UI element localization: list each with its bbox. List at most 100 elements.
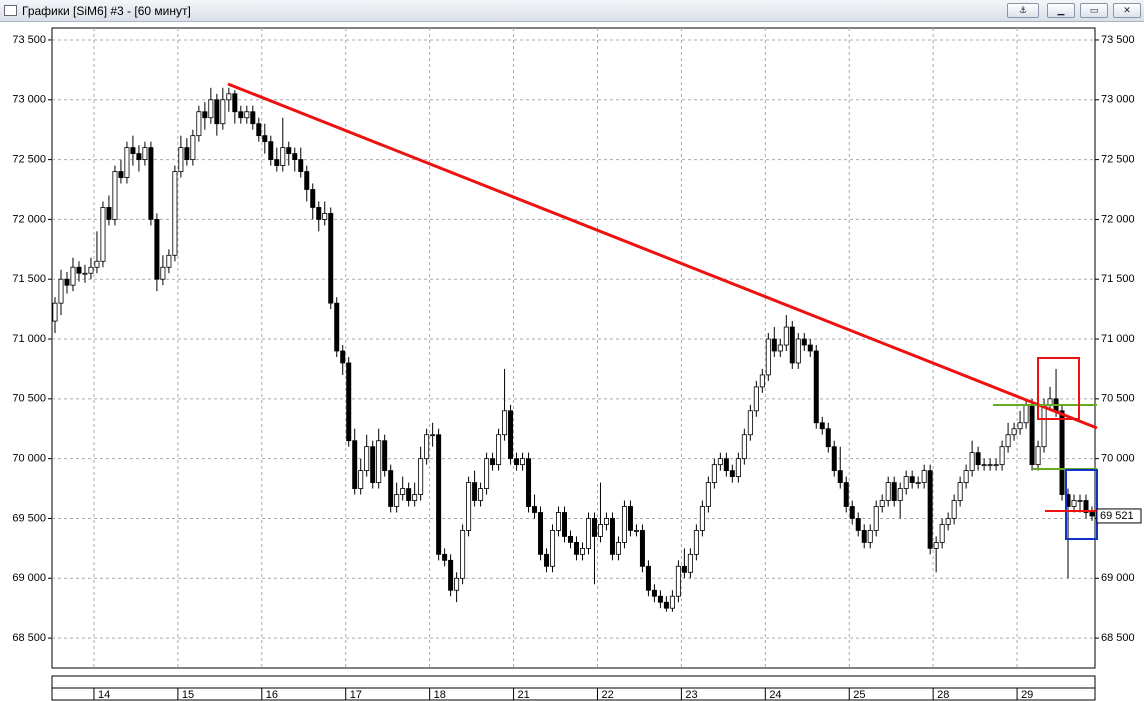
candle-body <box>717 458 723 466</box>
candle-body <box>166 254 172 268</box>
candle-body <box>400 488 406 495</box>
candle-body <box>801 338 807 346</box>
x-tick-label: 18 <box>434 689 446 701</box>
candle-body <box>1071 500 1077 507</box>
candle-body <box>148 147 154 220</box>
candle-body <box>538 512 544 555</box>
candle-body <box>939 524 945 543</box>
last-price-label: 69 521 <box>1100 510 1134 522</box>
plot-frame <box>51 27 1096 669</box>
candle-body <box>807 344 813 352</box>
title-bar: Графики [SiM6] #3 - [60 минут] ⚓ ▁ ▭ ✕ <box>0 0 1144 22</box>
x-tick-label: 21 <box>518 689 530 701</box>
candle-body <box>178 147 184 172</box>
candle-body <box>280 147 286 166</box>
window-icon <box>4 5 17 16</box>
candle-body <box>100 207 106 262</box>
candle-body <box>526 458 532 507</box>
candle-body <box>1041 404 1047 448</box>
candle-body <box>597 524 603 537</box>
candle-body <box>711 464 717 483</box>
candle-body <box>849 506 855 519</box>
candle-body <box>382 440 388 472</box>
candle-body <box>544 553 550 567</box>
candle-body <box>867 530 873 543</box>
candle-body <box>52 302 58 322</box>
candle-body <box>627 506 633 531</box>
candle-body <box>136 153 142 160</box>
candle-body <box>472 482 478 501</box>
y-tick-label: 71 000 <box>12 333 46 345</box>
candle-body <box>783 326 789 346</box>
candle-body <box>310 189 316 208</box>
anchor-button[interactable]: ⚓ <box>1007 3 1039 18</box>
candle-body <box>436 434 442 555</box>
candle-body <box>442 553 448 561</box>
candle-body <box>963 470 969 483</box>
candle-body <box>364 446 370 472</box>
maximize-button[interactable]: ▭ <box>1080 3 1108 18</box>
candle-body <box>1023 404 1029 424</box>
candle-body <box>448 559 454 591</box>
candle-body <box>484 458 490 489</box>
candle-body <box>909 476 915 483</box>
candle-body <box>358 470 364 489</box>
candle-body <box>639 530 645 567</box>
candle-body <box>825 428 831 448</box>
candle-body <box>172 171 178 256</box>
candle-body <box>621 506 627 543</box>
candle-body <box>124 147 130 178</box>
candle-body <box>394 494 400 507</box>
candle-body <box>855 518 861 531</box>
y-tick-label: 71 500 <box>12 273 46 285</box>
y-tick-label: 69 000 <box>1101 572 1135 584</box>
candle-body <box>550 530 556 567</box>
y-tick-label: 73 500 <box>1101 34 1135 46</box>
candle-body <box>106 207 112 220</box>
drawings <box>227 82 1098 540</box>
candle-body <box>777 344 783 352</box>
candle-body <box>813 350 819 424</box>
candle-body <box>238 111 244 119</box>
candle-body <box>741 434 747 460</box>
candle-body <box>969 452 975 472</box>
candle-body <box>562 512 568 537</box>
candle-body <box>933 541 939 549</box>
candle-body <box>723 458 729 472</box>
candle-body <box>274 159 280 166</box>
y-tick-label: 69 500 <box>12 512 46 524</box>
y-tick-label: 72 000 <box>12 213 46 225</box>
candle-body <box>837 470 843 483</box>
candle-body <box>298 159 304 172</box>
candle-body <box>514 458 520 466</box>
candle-body <box>82 272 88 275</box>
candle-body <box>657 595 663 603</box>
close-button[interactable]: ✕ <box>1113 3 1141 18</box>
candle-body <box>945 518 951 525</box>
candle-body <box>603 518 609 525</box>
candle-body <box>418 458 424 495</box>
x-tick-label: 17 <box>350 689 362 701</box>
y-tick-label: 72 500 <box>1101 153 1135 165</box>
x-tick-label: 22 <box>601 689 613 701</box>
candle-body <box>556 512 562 531</box>
y-tick-label: 70 500 <box>12 393 46 405</box>
highlight-box <box>1065 469 1098 540</box>
candle-body <box>735 458 741 477</box>
candle-body <box>663 601 669 609</box>
candle-body <box>154 219 160 280</box>
candle-body <box>520 458 526 466</box>
candle-body <box>112 171 118 220</box>
candle-body <box>316 207 322 220</box>
candle-body <box>322 213 328 220</box>
candle-body <box>981 464 987 467</box>
minimize-button[interactable]: ▁ <box>1047 3 1075 18</box>
candle-body <box>1047 398 1053 406</box>
candle-body <box>957 482 963 501</box>
candle-body <box>771 338 777 352</box>
candle-body <box>406 488 412 501</box>
candle-body <box>975 452 981 466</box>
candle-body <box>388 470 394 507</box>
candle-body <box>202 111 208 119</box>
